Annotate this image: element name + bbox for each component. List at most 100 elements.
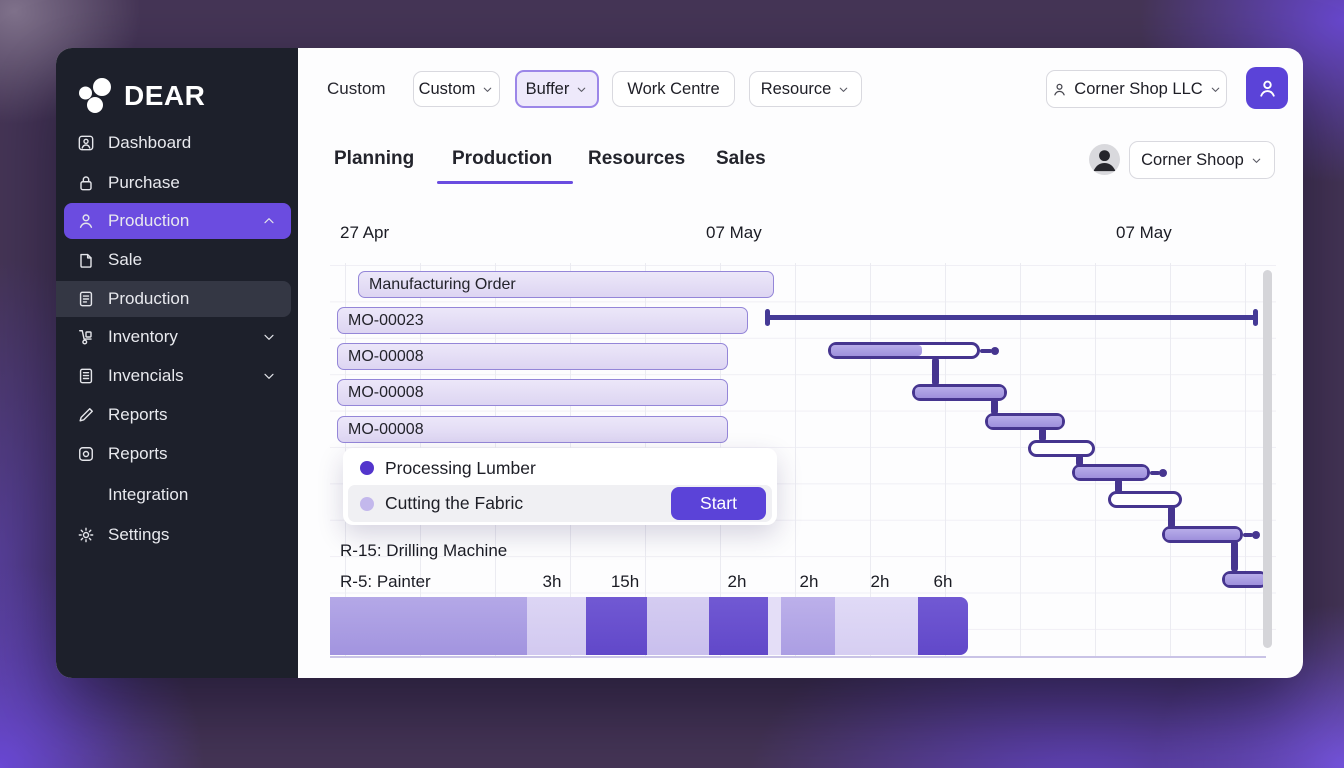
sidebar-item-inventory[interactable]: Inventory [64,319,291,355]
task-bar-4[interactable] [1028,440,1095,457]
hour-label: 6h [933,572,953,591]
brand-logo: DEAR [76,70,205,122]
gantt-row-manufacturing-order[interactable]: Manufacturing Order [358,271,774,298]
task-bar-progress [915,387,1004,398]
chevron-down-icon [261,368,277,384]
work-centre-label: Work Centre [627,79,720,98]
task-bar-progress [988,416,1062,427]
sidebar-item-sale[interactable]: Sale [64,242,291,278]
file-icon [76,250,96,270]
sidebar-item-invencials[interactable]: Invencials [64,358,291,394]
sidebar-item-production[interactable]: Production [64,203,291,239]
heatmap-segment [709,597,768,655]
pencil-icon [76,405,96,425]
avatar[interactable] [1089,144,1120,175]
task-bar-7-arrow-dot [1252,530,1260,539]
custom-dropdown-label: Custom [418,79,476,98]
task-bar-3[interactable] [985,413,1065,430]
tab-sales[interactable]: Sales [716,148,766,169]
hour-label: 2h [870,572,890,591]
sidebar: DEAR Dashboard Purchase Production [56,48,298,678]
task-bar-progress [1075,467,1147,478]
heatmap-segment [586,597,647,655]
user-icon [1256,77,1279,100]
gantt-row-label: MO-00008 [348,420,424,438]
dependency-connector [1039,427,1046,442]
hour-label: 2h [727,572,747,591]
dependency-connector [991,398,998,415]
account-dropdown[interactable]: Corner Shoop [1129,141,1275,179]
task-bar-5-arrow [1150,471,1160,475]
heatmap-segment [781,597,835,655]
task-bar-1[interactable] [828,342,980,359]
gantt-row-mo-00008-1[interactable]: MO-00008 [337,343,728,370]
lock-icon [76,173,96,193]
vertical-scrollbar[interactable] [1263,270,1272,648]
gantt-row-mo-00023[interactable]: MO-00023 [337,307,748,334]
task-bar-8[interactable] [1222,571,1268,588]
chevron-up-icon [261,213,277,229]
chevron-down-icon [575,83,588,96]
sidebar-item-integration[interactable]: Integration [64,477,291,513]
sidebar-label: Invencials [108,366,184,385]
timeline-date-3: 07 May [1116,223,1172,242]
sidebar-label: Dashboard [108,133,192,152]
resource-dropdown[interactable]: Resource [749,71,862,107]
task-bar-5[interactable] [1072,464,1150,481]
hour-label: 3h [542,572,562,591]
heatmap-segment [527,597,586,655]
gantt-row-label: MO-00008 [348,383,424,401]
milestone-span[interactable] [767,315,1256,320]
gantt-row-mo-00008-2[interactable]: MO-00008 [337,379,728,406]
work-centre-button[interactable]: Work Centre [612,71,735,107]
custom-dropdown[interactable]: Custom [413,71,500,107]
dear-logo-icon [79,78,111,113]
sidebar-label: Settings [108,525,170,544]
resource-dropdown-label: Resource [760,79,832,98]
task-bar-7[interactable] [1162,526,1243,543]
chart-bottom-rule [330,656,1266,658]
brand-name: DEAR [124,80,206,111]
dependency-connector [1076,454,1083,467]
profile-button[interactable] [1246,67,1288,109]
buffer-dropdown[interactable]: Buffer [515,70,599,108]
task-bar-6[interactable] [1108,491,1182,508]
document-icon [76,289,96,309]
gear-icon [76,525,96,545]
company-dropdown[interactable]: Corner Shop LLC [1046,70,1227,108]
tab-production[interactable]: Production [452,148,553,169]
sidebar-item-dashboard[interactable]: Dashboard [64,125,291,161]
start-button[interactable]: Start [671,487,766,520]
hand-truck-icon [76,327,96,347]
sidebar-item-reports[interactable]: Reports [64,397,291,433]
tab-resources[interactable]: Resources [588,148,686,169]
sidebar-item-reports-secondary[interactable]: Reports [64,436,291,472]
dashboard-icon [76,133,96,153]
sidebar-item-purchase[interactable]: Purchase [64,165,291,201]
view-mode-label: Custom [327,79,386,98]
status-dot-light [360,496,374,511]
popup-item-cutting-the-fabric[interactable]: Cutting the Fabric Start [348,485,772,522]
tab-planning[interactable]: Planning [334,148,415,169]
popup-item-processing-lumber[interactable]: Processing Lumber [343,448,777,485]
user-icon [1051,81,1068,98]
heatmap-segment [768,597,781,655]
chevron-down-icon [1209,83,1222,96]
task-bar-5-arrow-dot [1159,468,1167,477]
sidebar-label: Purchase [108,173,180,192]
popup-item-label: Processing Lumber [385,457,536,478]
sidebar-item-production-secondary[interactable]: Production [56,281,291,317]
task-bar-1-arrow-dot [991,346,999,355]
sidebar-label: Inventory [108,327,178,346]
account-dropdown-label: Corner Shoop [1141,150,1244,169]
sidebar-item-settings[interactable]: Settings [64,517,291,553]
heatmap-segment [918,597,968,655]
chevron-down-icon [261,329,277,345]
gantt-row-mo-00008-3[interactable]: MO-00008 [337,416,728,443]
timeline-date-2: 07 May [706,223,762,242]
dependency-connector [1115,478,1122,494]
sidebar-label: Sale [108,250,143,269]
task-bar-2[interactable] [912,384,1007,401]
hour-label: 2h [799,572,819,591]
